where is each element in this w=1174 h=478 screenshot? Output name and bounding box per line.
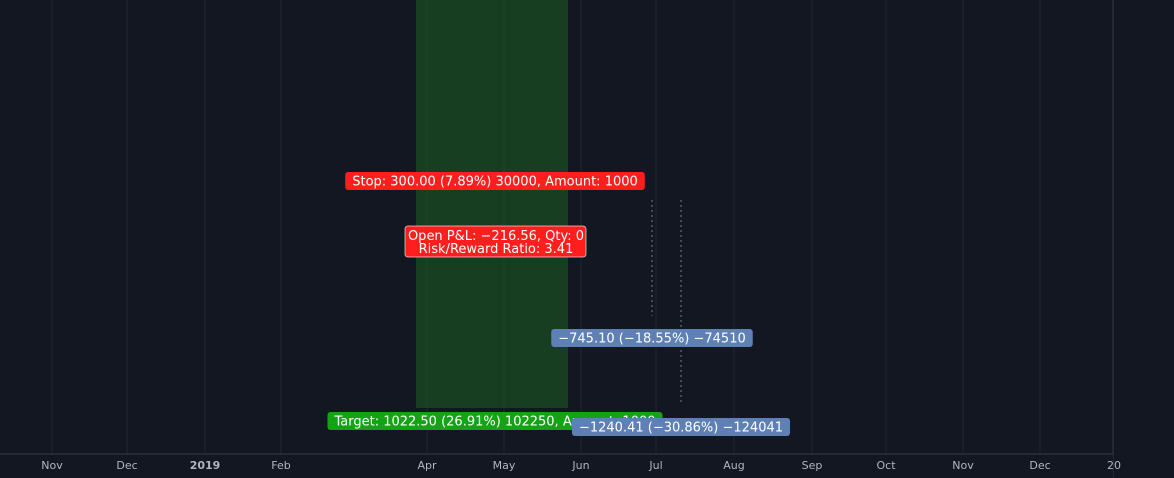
time-tick-label: Nov — [41, 459, 63, 472]
measure-label-2-text: −1240.41 (−30.86%) −124041 — [579, 421, 783, 436]
time-tick-label: Dec — [116, 459, 137, 472]
stop-label[interactable] — [345, 172, 645, 190]
time-tick-label: 2019 — [190, 459, 221, 472]
price-axis[interactable] — [1113, 0, 1174, 478]
time-tick-label: Feb — [271, 459, 290, 472]
measure-label-2[interactable] — [571, 418, 791, 436]
risk-reward-text: Risk/Reward Ratio: 3.41 — [419, 242, 574, 257]
time-axis[interactable] — [0, 454, 1113, 478]
time-tick-label: Jun — [571, 459, 589, 472]
stop-label-text: Stop: 300.00 (7.89%) 30000, Amount: 1000 — [352, 175, 638, 190]
time-tick-label: 20 — [1107, 459, 1121, 472]
time-tick-label: Dec — [1029, 459, 1050, 472]
time-tick-label: Aug — [723, 459, 744, 472]
profit-target-zone[interactable] — [416, 0, 568, 409]
time-tick-label: Jul — [648, 459, 662, 472]
measure-label-1-text: −745.10 (−18.55%) −74510 — [558, 332, 746, 347]
time-tick-label: May — [493, 459, 516, 472]
pnl-text: Open P&L: −216.56, Qty: 0 — [408, 229, 584, 244]
time-tick-label: Apr — [417, 459, 437, 472]
measure-label-1[interactable] — [551, 329, 753, 347]
pnl-label[interactable] — [404, 225, 587, 258]
time-tick-label: Nov — [952, 459, 974, 472]
time-tick-label: Sep — [802, 459, 823, 472]
time-tick-label: Oct — [876, 459, 896, 472]
